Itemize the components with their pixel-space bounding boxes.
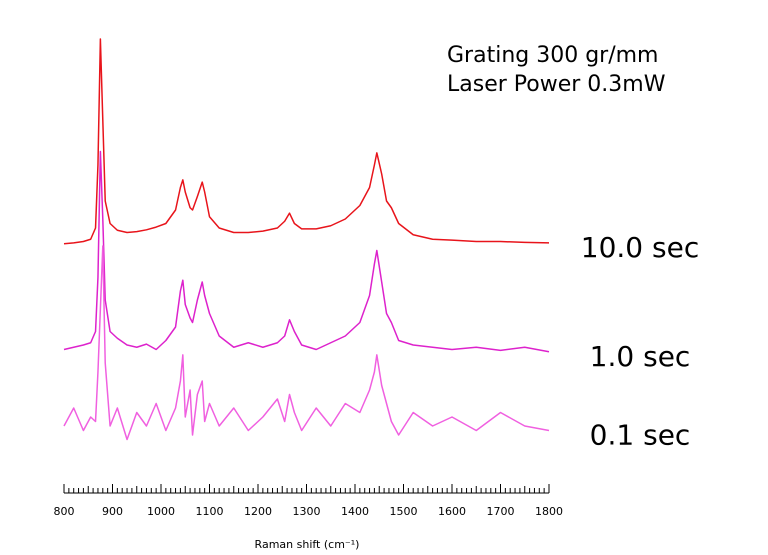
annotation: Grating 300 gr/mm — [447, 43, 658, 68]
x-tick-label: 900 — [102, 505, 123, 518]
series-label: 1.0 sec — [590, 340, 691, 373]
x-tick-label: 1400 — [341, 505, 369, 518]
x-tick-label: 1000 — [147, 505, 175, 518]
x-tick-label: 1700 — [487, 505, 515, 518]
x-axis-title: Raman shift (cm⁻¹) — [255, 538, 360, 551]
x-tick-label: 1800 — [535, 505, 563, 518]
x-tick-label: 1300 — [293, 505, 321, 518]
x-tick-label: 1100 — [196, 505, 224, 518]
spectrum-line — [63, 150, 550, 353]
series-label: 10.0 sec — [581, 231, 699, 264]
x-tick-label: 1600 — [438, 505, 466, 518]
annotation: Laser Power 0.3mW — [447, 72, 666, 97]
series-label: 0.1 sec — [590, 419, 691, 452]
x-tick-label: 1200 — [244, 505, 272, 518]
x-tick-label: 800 — [54, 505, 75, 518]
spectrum-line — [63, 38, 550, 245]
spectrum-line — [63, 245, 550, 441]
x-tick-label: 1500 — [390, 505, 418, 518]
